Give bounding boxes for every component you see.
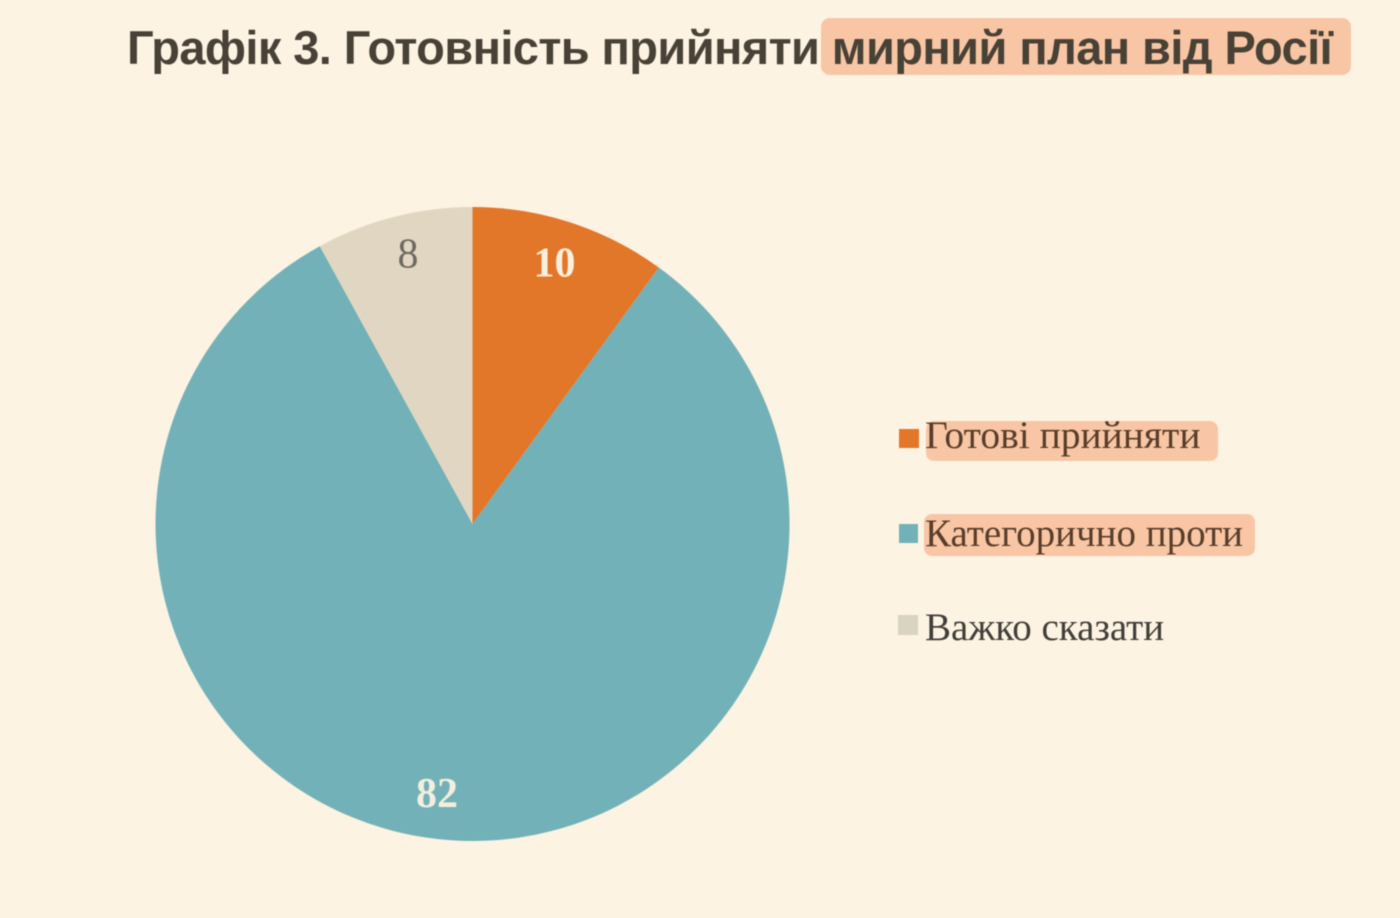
svg-text:8: 8 [398,232,419,278]
svg-text:82: 82 [416,771,458,817]
svg-text:10: 10 [534,241,576,287]
